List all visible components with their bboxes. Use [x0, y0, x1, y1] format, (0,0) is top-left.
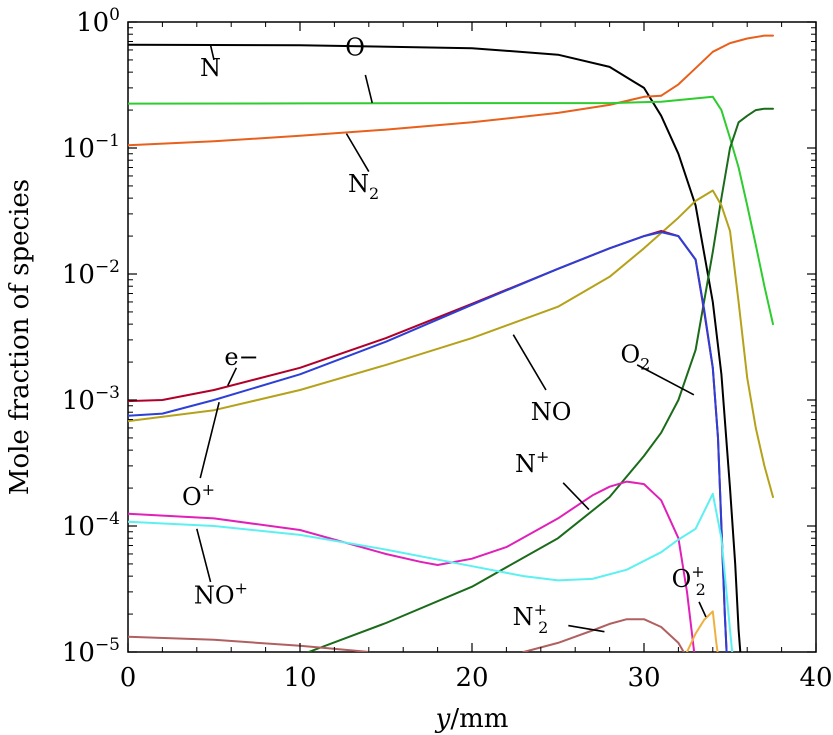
- x-axis-label-unit: /mm: [450, 704, 508, 734]
- label-Nplus-leader: [562, 482, 590, 511]
- y-tick-label: 10−3: [62, 383, 120, 416]
- label-N-leader: [209, 44, 215, 61]
- series-line-n: [128, 480, 696, 652]
- y-tick-label: 10−1: [62, 131, 120, 164]
- series-line-no: [128, 189, 774, 498]
- x-tick-label: 30: [627, 663, 660, 693]
- x-axis-label: y/mm: [435, 704, 509, 734]
- label-Oplus: O+: [182, 480, 215, 511]
- y-tick-label: 10−4: [62, 509, 120, 542]
- series-line-no: [128, 492, 734, 652]
- x-tick-label: 20: [455, 663, 488, 693]
- label-O: O: [345, 33, 365, 61]
- label-N2-leader: [345, 133, 370, 172]
- label-O2plus-leader: [698, 601, 707, 618]
- series-line-o: [660, 34, 774, 97]
- series-line-n2-peak: [522, 618, 685, 652]
- series-line-n: [128, 94, 663, 147]
- label-O2plus: O+ 2: [672, 562, 706, 599]
- series-line-n: [128, 43, 742, 652]
- x-tick-label: 10: [283, 663, 316, 693]
- x-tick-label: 0: [120, 663, 137, 693]
- series-line-n2-curve: [128, 95, 774, 326]
- label-Oplus-leader: [199, 402, 220, 479]
- label-O2-leader: [636, 364, 695, 396]
- label-NO-leader: [512, 334, 547, 391]
- label-N: N: [200, 54, 221, 82]
- series-line-n: [128, 635, 370, 652]
- y-tick-label: 100: [76, 5, 120, 38]
- label-e: e−: [224, 343, 258, 371]
- ticks-layer: 0 10 20 30 40 10−5 10−4 10−3 10−2 10−1 100: [62, 5, 833, 693]
- y-tick-label: 10−5: [62, 635, 120, 668]
- label-O2: O2: [620, 340, 650, 373]
- label-N2: N2: [348, 170, 379, 203]
- label-NO: NO: [531, 398, 572, 426]
- x-axis-label-var: y: [435, 704, 451, 734]
- label-e-leader: [227, 367, 238, 386]
- label-Nplus: N+: [515, 447, 549, 478]
- label-NOplus: NO+: [194, 579, 248, 610]
- series-line-o: [686, 610, 719, 652]
- label-N2plus-leader: [568, 624, 605, 633]
- y-tick-label: 10−2: [62, 257, 120, 290]
- x-tick-label: 40: [799, 663, 832, 693]
- label-N2plus: N+ 2: [513, 600, 549, 637]
- plot-frame: [127, 21, 817, 653]
- label-NOplus-leader: [196, 528, 212, 583]
- series-layer: [128, 34, 774, 652]
- label-O-leader: [364, 74, 374, 104]
- y-axis-label: Mole fraction of species: [5, 179, 35, 495]
- series-line-o: [307, 107, 774, 652]
- series-line-o: [128, 231, 728, 652]
